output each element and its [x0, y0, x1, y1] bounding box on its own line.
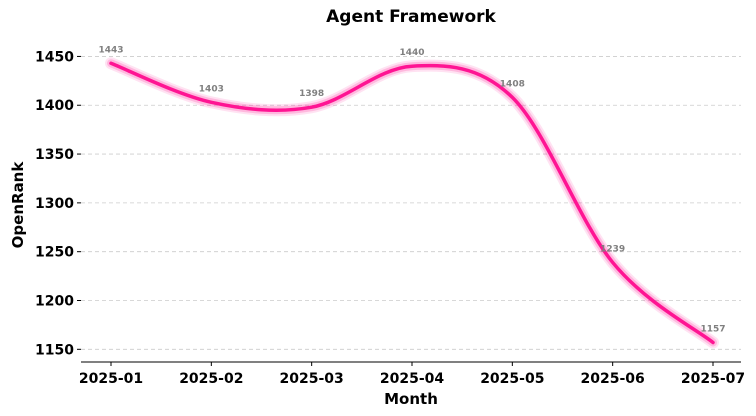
- data-labels: 1443 1403 1398 1440 1408 1239 1157: [98, 45, 725, 334]
- data-label: 1440: [399, 48, 424, 58]
- data-label: 1403: [199, 84, 224, 94]
- grid: [81, 56, 741, 350]
- y-tick-label: 1300: [35, 196, 74, 212]
- x-tick-label: 2025-03: [280, 371, 344, 387]
- y-axis-label: OpenRank: [9, 161, 27, 249]
- chart-title: Agent Framework: [326, 7, 496, 27]
- y-tick-label: 1200: [35, 293, 74, 309]
- series-layer: [105, 57, 719, 349]
- x-tick-label: 2025-06: [581, 371, 645, 387]
- data-label: 1443: [98, 45, 123, 55]
- y-tick-label: 1450: [35, 49, 74, 65]
- y-tick-label: 1350: [35, 147, 74, 163]
- x-ticks: 2025-01 2025-02 2025-03 2025-04 2025-05 2025-…: [79, 362, 745, 387]
- y-ticks: 1150 1200 1250 1300 1350 1400 1450: [35, 49, 81, 358]
- y-tick-label: 1150: [35, 342, 74, 358]
- series-line: [109, 61, 715, 345]
- x-tick-label: 2025-01: [79, 371, 143, 387]
- x-axis-label: Month: [384, 390, 438, 408]
- y-tick-label: 1400: [35, 98, 74, 114]
- x-tick-label: 2025-02: [179, 371, 243, 387]
- x-tick-label: 2025-07: [681, 371, 745, 387]
- data-label: 1398: [299, 89, 324, 99]
- x-tick-label: 2025-05: [480, 371, 544, 387]
- data-label: 1157: [700, 324, 725, 334]
- data-label: 1408: [500, 79, 525, 89]
- x-tick-label: 2025-04: [380, 371, 445, 387]
- y-tick-label: 1250: [35, 245, 74, 261]
- data-label: 1239: [600, 244, 625, 254]
